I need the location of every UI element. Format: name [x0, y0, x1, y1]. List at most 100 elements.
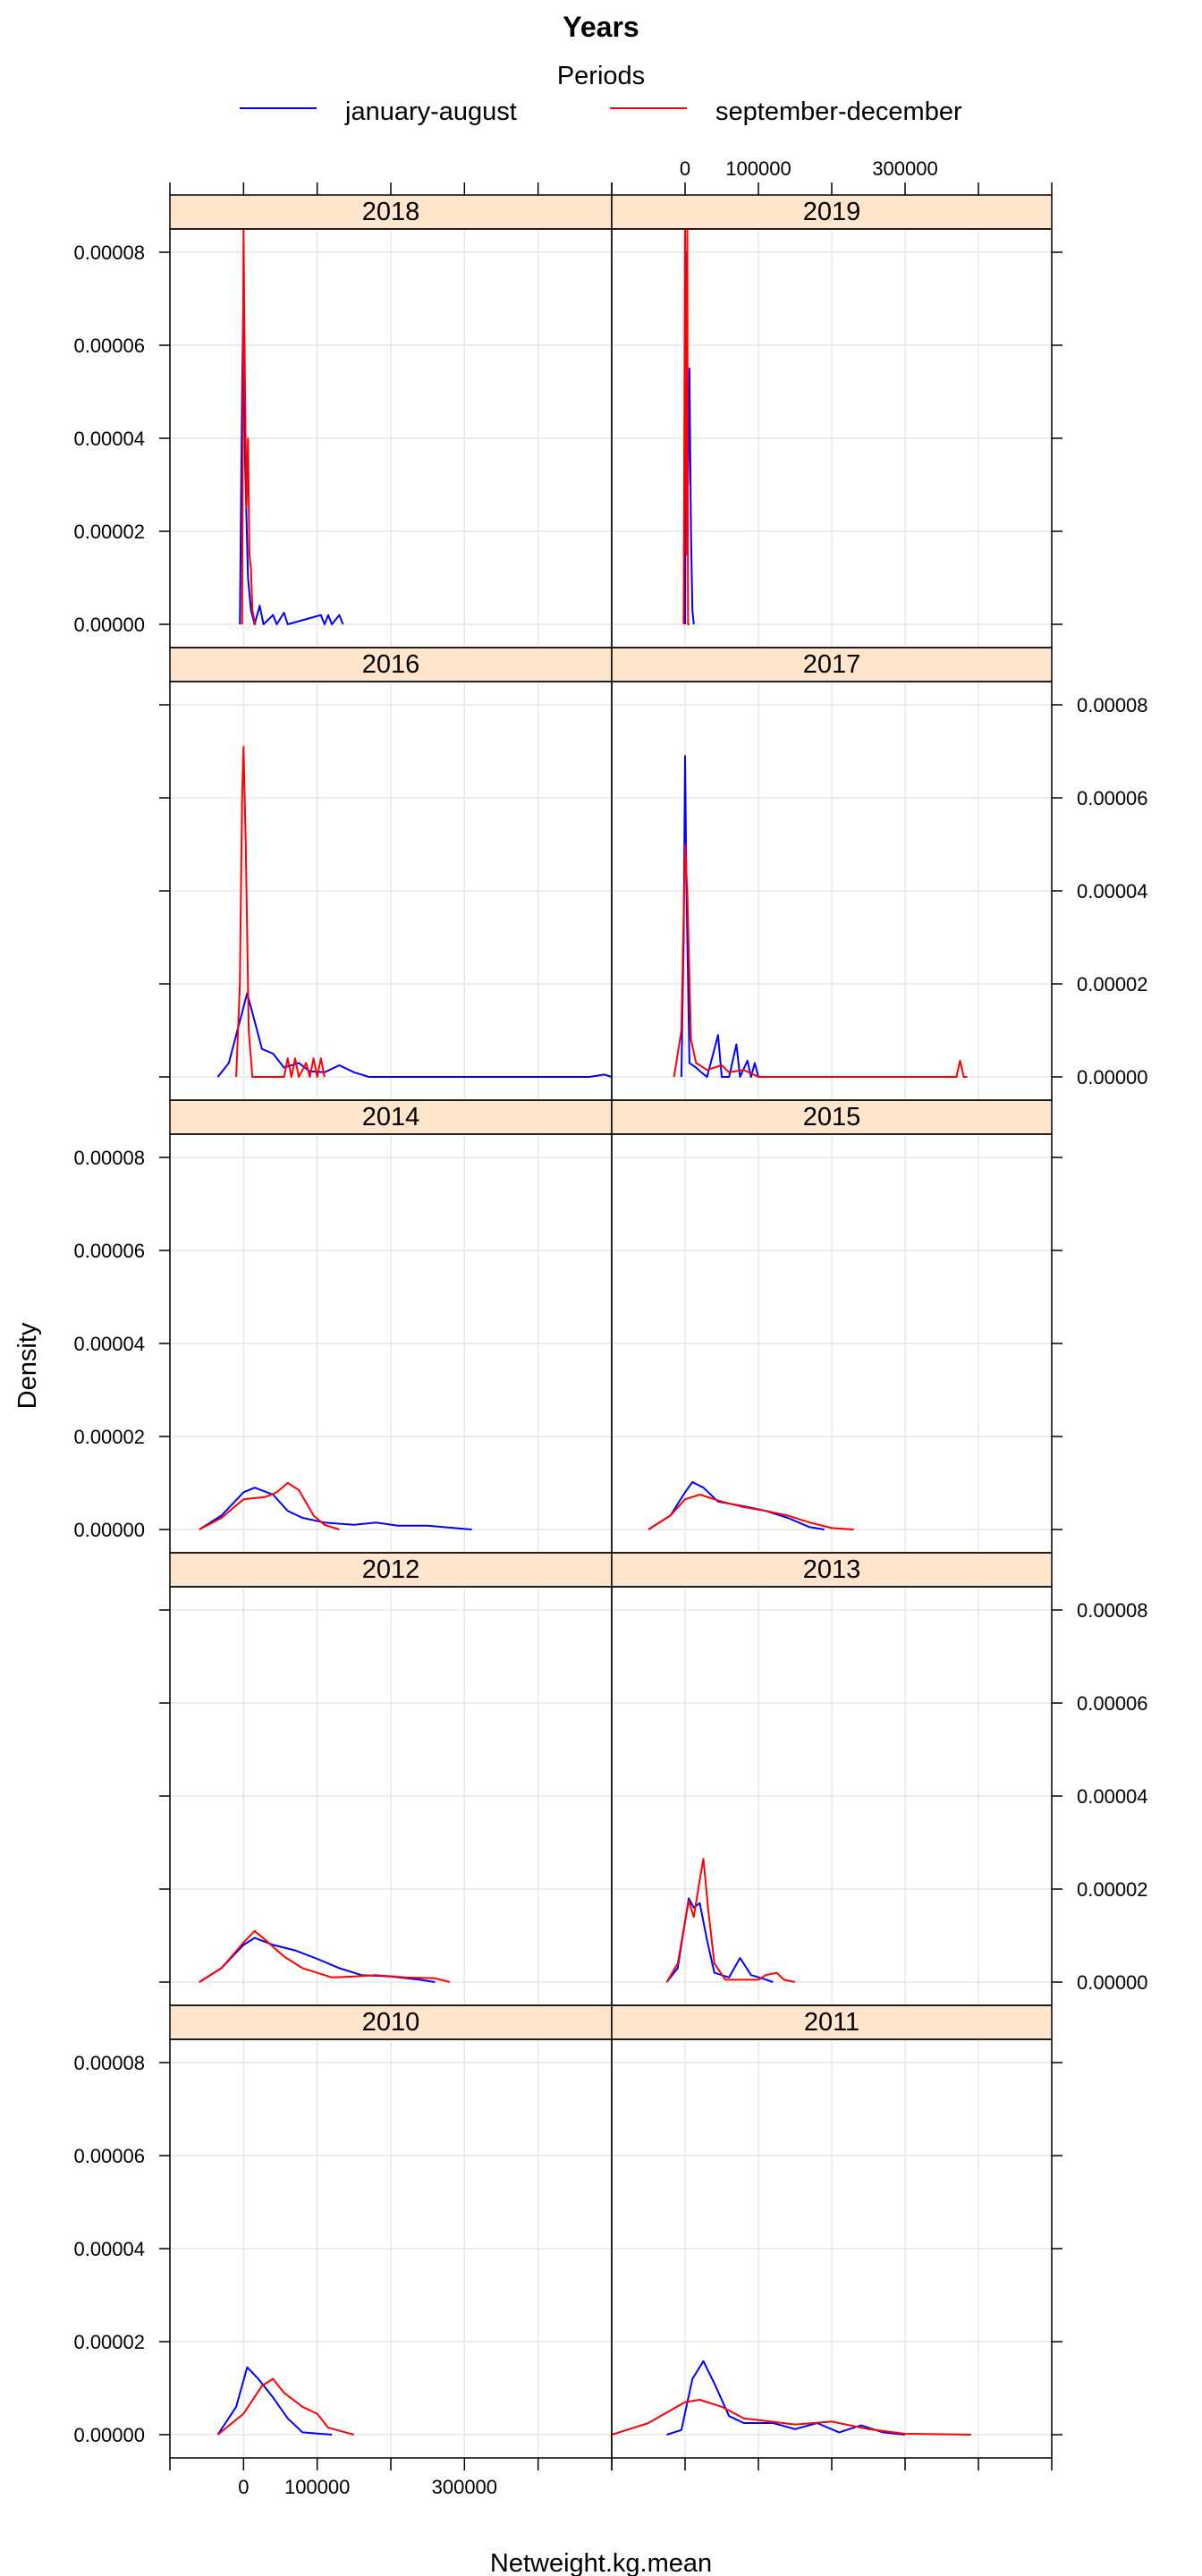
- strip-label-2015: 2015: [803, 1103, 861, 1131]
- y-tick-label-2018-1: 0.00002: [73, 521, 145, 543]
- x-tick-label-top-1: 100000: [725, 157, 791, 180]
- series-line-2016-january-august: [216, 992, 612, 1078]
- panel-2015: 2015: [611, 1099, 1053, 1554]
- series-line-2012-september-december: [199, 1929, 451, 1983]
- chart-title: Years: [563, 11, 639, 43]
- series-group-2017: [673, 755, 968, 1078]
- strip-2018: [169, 194, 613, 230]
- grid-2015: [612, 1134, 1052, 1553]
- panel-2017: 2017: [611, 647, 1053, 1101]
- series-group-2015: [648, 1481, 854, 1530]
- grid-2019: [612, 229, 1052, 648]
- y-tick-label-2010-0: 0.00000: [73, 2424, 145, 2446]
- series-line-2018-january-august: [239, 288, 344, 625]
- strip-label-2010: 2010: [362, 2008, 420, 2037]
- series-group-2011: [612, 2360, 971, 2436]
- grid-2018: [170, 229, 612, 648]
- x-axis-label: Netweight.kg.mean: [490, 2549, 712, 2576]
- y-tick-label-2017-4: 0.00008: [1077, 694, 1148, 716]
- series-line-2014-september-december: [199, 1482, 340, 1530]
- strip-2016: [169, 647, 613, 682]
- panel-2019: 2019: [611, 194, 1053, 648]
- y-tick-label-2010-3: 0.00006: [73, 2145, 145, 2167]
- x-tick-label-bottom-1: 100000: [284, 2476, 350, 2498]
- y-tick-label-2013-2: 0.00004: [1077, 1785, 1148, 1808]
- strip-label-2011: 2011: [804, 2008, 859, 2037]
- y-axis-label: Density: [13, 1322, 42, 1409]
- series-line-2016-september-december: [235, 745, 326, 1078]
- y-tick-label-2018-4: 0.00008: [73, 242, 145, 264]
- strip-2019: [611, 194, 1053, 230]
- series-group-2016: [216, 745, 612, 1078]
- x-tick-label-top-0: 0: [680, 157, 690, 180]
- y-tick-label-2013-4: 0.00008: [1077, 1599, 1148, 1622]
- series-group-2019: [682, 229, 695, 625]
- series-line-2010-january-august: [216, 2366, 333, 2436]
- strip-label-2018: 2018: [362, 198, 420, 226]
- grid-2014: [170, 1134, 612, 1553]
- y-tick-label-2017-2: 0.00004: [1077, 880, 1148, 902]
- strip-2013: [611, 1552, 1053, 1588]
- grid-2010: [170, 2039, 612, 2458]
- series-group-2018: [239, 229, 344, 625]
- series-group-2014: [199, 1482, 472, 1530]
- y-tick-label-2014-1: 0.00002: [73, 1426, 145, 1448]
- series-line-2014-january-august: [199, 1487, 472, 1530]
- strip-label-2014: 2014: [362, 1103, 420, 1131]
- grid-2013: [612, 1587, 1052, 2005]
- series-group-2012: [199, 1929, 451, 1983]
- y-tick-label-2017-0: 0.00000: [1077, 1066, 1148, 1089]
- series-line-2011-september-december: [612, 2399, 971, 2436]
- series-line-2019-september-december: [682, 229, 690, 625]
- y-tick-label-2014-0: 0.00000: [73, 1519, 145, 1541]
- y-tick-label-2010-2: 0.00004: [73, 2238, 145, 2260]
- series-line-2013-september-december: [665, 1858, 796, 1983]
- y-tick-label-2010-4: 0.00008: [73, 2052, 145, 2074]
- y-tick-label-2013-1: 0.00002: [1077, 1878, 1148, 1901]
- series-line-2010-september-december: [216, 2377, 355, 2436]
- strip-2010: [169, 2004, 613, 2040]
- strip-label-2012: 2012: [362, 1555, 420, 1584]
- x-tick-label-bottom-2: 300000: [432, 2476, 497, 2498]
- panel-2016: 2016: [169, 647, 613, 1101]
- y-tick-label-2013-3: 0.00006: [1077, 1692, 1148, 1715]
- y-tick-label-2013-0: 0.00000: [1077, 1971, 1148, 1994]
- x-tick-label-top-2: 300000: [872, 157, 937, 180]
- legend-label-january-august: january-august: [344, 97, 517, 126]
- strip-label-2019: 2019: [803, 198, 861, 226]
- legend-label-september-december: september-december: [715, 97, 962, 126]
- grid-2012: [170, 1587, 612, 2005]
- y-tick-label-2017-1: 0.00002: [1077, 973, 1148, 996]
- panel-2018: 2018: [169, 194, 613, 648]
- series-line-2015-september-december: [648, 1494, 854, 1530]
- grid-2017: [612, 682, 1052, 1100]
- y-tick-label-2014-3: 0.00006: [73, 1240, 145, 1262]
- panel-2014: 2014: [169, 1099, 613, 1554]
- series-line-2018-september-december: [241, 229, 257, 625]
- panel-2011: 2011: [611, 2004, 1053, 2459]
- y-tick-label-2010-1: 0.00002: [73, 2331, 145, 2353]
- y-tick-label-2014-2: 0.00004: [73, 1333, 145, 1355]
- y-tick-label-2017-3: 0.00006: [1077, 787, 1148, 809]
- legend: january-august september-december: [240, 97, 962, 126]
- y-tick-label-2018-0: 0.00000: [73, 614, 145, 636]
- panels: 2010 2011 2012 2013 2014 2015 2016 2017 2018 2019: [169, 194, 1053, 2459]
- axes: 0.00000 0.00002 0.00004 0.00006 0.00008 0.000…: [73, 157, 1147, 2498]
- panel-2012: 2012: [169, 1552, 613, 2006]
- series-line-2017-september-december: [673, 843, 968, 1078]
- panel-2010: 2010: [169, 2004, 613, 2459]
- series-group-2010: [216, 2366, 355, 2436]
- strip-label-2016: 2016: [362, 650, 420, 679]
- y-tick-label-2014-4: 0.00008: [73, 1147, 145, 1169]
- x-tick-label-bottom-0: 0: [238, 2476, 249, 2498]
- y-tick-label-2018-3: 0.00006: [73, 335, 145, 357]
- strip-label-2017: 2017: [803, 650, 861, 679]
- strip-2014: [169, 1099, 613, 1135]
- legend-title: Periods: [557, 62, 645, 90]
- series-group-2013: [665, 1858, 796, 1983]
- series-line-2017-january-august: [680, 755, 759, 1078]
- y-tick-label-2018-2: 0.00004: [73, 428, 145, 450]
- strip-label-2013: 2013: [803, 1555, 861, 1584]
- series-line-2015-january-august: [648, 1481, 825, 1530]
